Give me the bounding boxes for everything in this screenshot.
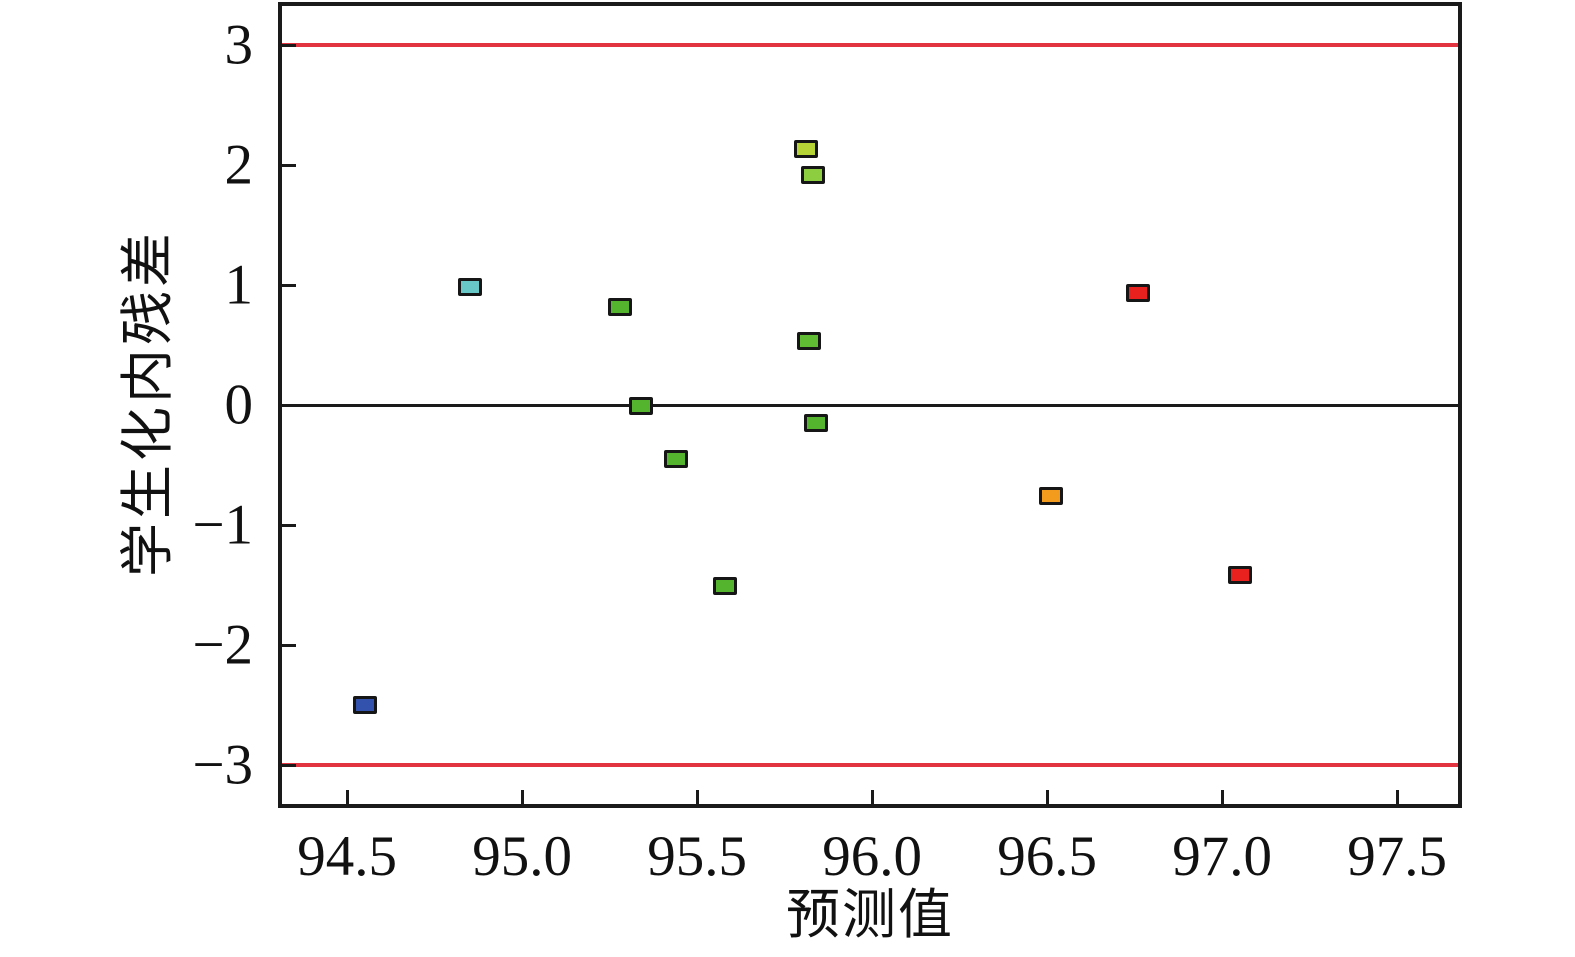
data-point-marker <box>1126 284 1151 303</box>
x-tick-label: 97.5 <box>1347 825 1447 888</box>
data-point-marker <box>608 297 633 316</box>
y-tick-label: 3 <box>224 13 254 77</box>
x-axis-title: 预测值 <box>786 885 954 945</box>
data-point-marker <box>1227 566 1252 585</box>
data-point-marker <box>664 450 689 468</box>
data-point-marker <box>800 165 825 184</box>
y-axis-tick <box>282 763 296 767</box>
y-tick-label: −1 <box>192 493 253 557</box>
x-axis-tick <box>870 790 874 804</box>
zero-line <box>282 403 1458 407</box>
y-axis-tick <box>282 163 296 167</box>
x-axis-tick <box>1220 790 1224 804</box>
data-point-marker <box>793 140 818 159</box>
data-point-marker <box>1038 487 1063 506</box>
y-tick-label: 1 <box>224 253 254 317</box>
x-tick-label: 94.5 <box>297 825 397 888</box>
x-axis-tick <box>520 790 524 804</box>
y-tick-label: −3 <box>192 733 253 797</box>
data-point-marker <box>629 397 654 416</box>
data-point-marker <box>352 696 377 714</box>
upper-limit-line <box>282 43 1458 47</box>
x-tick-label: 97.0 <box>1172 825 1272 888</box>
y-axis-tick <box>282 643 296 647</box>
x-tick-label: 96.0 <box>822 825 922 888</box>
lower-limit-line <box>282 763 1458 767</box>
y-axis-tick <box>282 403 296 407</box>
x-axis-tick <box>345 790 349 804</box>
data-point-marker <box>713 577 738 596</box>
x-axis-tick <box>1045 790 1049 804</box>
x-tick-label: 95.0 <box>472 825 572 888</box>
x-tick-label: 95.5 <box>647 825 747 888</box>
x-tick-label: 96.5 <box>997 825 1097 888</box>
y-tick-label: 2 <box>224 133 254 197</box>
y-axis-tick <box>282 283 296 287</box>
x-axis-tick <box>695 790 699 804</box>
data-point-marker <box>457 278 482 297</box>
data-point-marker <box>797 332 822 351</box>
x-axis-tick <box>1395 790 1399 804</box>
y-tick-label: 0 <box>224 373 254 437</box>
data-point-marker <box>804 414 829 432</box>
y-tick-label: −2 <box>192 613 253 677</box>
y-axis-tick <box>282 523 296 527</box>
y-axis-tick <box>282 43 296 47</box>
plot-area <box>278 2 1462 808</box>
